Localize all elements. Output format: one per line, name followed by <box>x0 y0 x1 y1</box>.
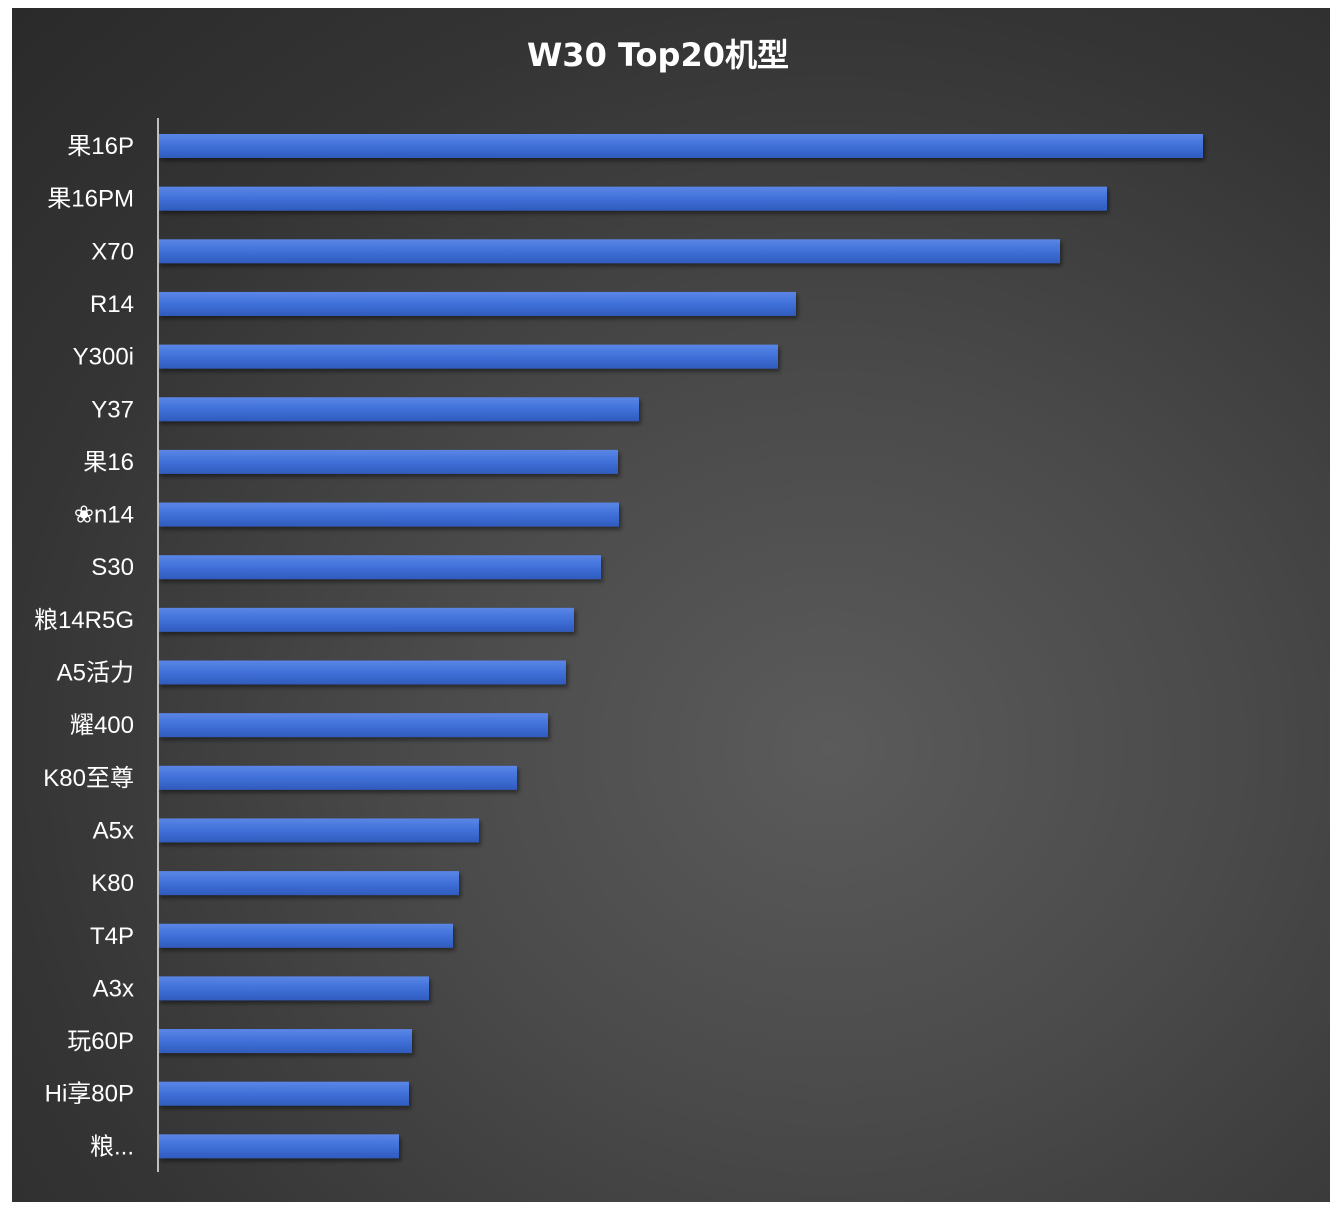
bar <box>158 976 429 1001</box>
category-tick-label: S30 <box>91 554 134 581</box>
category-tick-label: T4P <box>90 923 134 950</box>
bar <box>158 660 566 685</box>
bar <box>158 1081 409 1106</box>
chart-frame: W30 Top20机型 果16P 果16PM X70 R14 Y300i Y37 果16 ❀n… <box>12 8 1330 1202</box>
bar <box>158 607 574 632</box>
bar <box>158 818 479 843</box>
category-tick-label: ❀n14 <box>74 502 134 529</box>
bar <box>158 923 453 948</box>
bar <box>158 502 619 527</box>
bar <box>158 344 778 369</box>
chart-title: W30 Top20机型 <box>527 36 789 74</box>
category-tick-label: K80 <box>91 870 134 897</box>
category-tick-label: 粮14R5G <box>34 607 134 634</box>
bar <box>158 765 517 790</box>
bar <box>158 871 459 896</box>
bar <box>158 134 1203 158</box>
bars-layer <box>158 134 1203 1159</box>
category-tick-label: A3x <box>93 975 134 1002</box>
bar <box>158 1134 399 1159</box>
category-tick-label: 玩60P <box>67 1028 134 1055</box>
category-tick-label: 果16 <box>83 449 134 476</box>
bar <box>158 449 618 474</box>
bar <box>158 713 548 738</box>
category-tick-label: Hi享80P <box>45 1081 134 1108</box>
bar <box>158 1029 412 1054</box>
category-tick-label: A5活力 <box>57 660 134 687</box>
category-tick-label: R14 <box>90 291 134 318</box>
bar <box>158 555 601 580</box>
category-tick-label: 果16PM <box>47 186 134 213</box>
bar <box>158 239 1060 264</box>
category-tick-label: 果16P <box>67 133 134 160</box>
category-tick-label: Y300i <box>73 344 134 371</box>
bar <box>158 397 639 422</box>
bar <box>158 291 796 316</box>
bar-chart: W30 Top20机型 果16P 果16PM X70 R14 Y300i Y37 果16 ❀n… <box>34 36 1203 1172</box>
category-tick-label: K80至尊 <box>43 765 134 792</box>
category-tick-label: X70 <box>91 238 134 265</box>
category-tick-label: A5x <box>93 817 134 844</box>
category-tick-label: 耀400 <box>70 712 134 739</box>
category-tick-label: Y37 <box>91 396 134 423</box>
category-labels: 果16P 果16PM X70 R14 Y300i Y37 果16 ❀n14 S30 粮14R5G A… <box>34 133 134 1160</box>
category-tick-label: 粮... <box>90 1133 134 1160</box>
bar <box>158 186 1107 211</box>
